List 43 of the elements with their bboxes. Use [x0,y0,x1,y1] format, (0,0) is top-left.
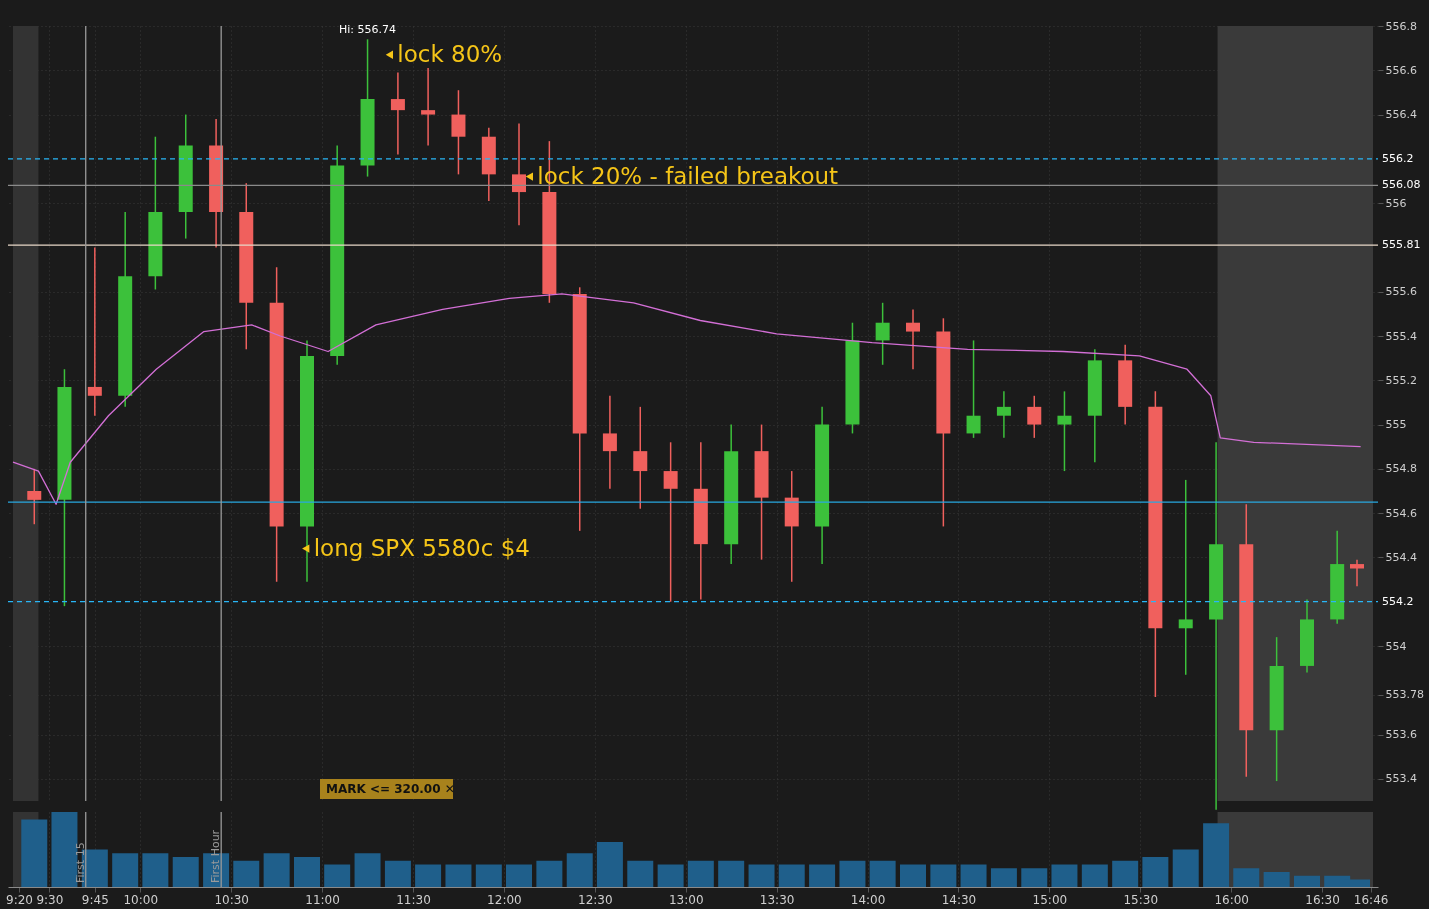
y-tick-label: 556.6 [1385,63,1417,77]
y-tick-label: 554.8 [1385,462,1417,476]
y-tick-label: 553.78 [1385,688,1424,702]
x-tick-label: 16:00 [1214,892,1249,907]
ref-line-label: First 15 [73,842,87,883]
annotation: MARK <= 320.00 ✕ [326,782,455,796]
x-tick-label: 15:30 [1123,892,1159,907]
x-tick-label: 13:00 [668,892,704,907]
x-tick-label: 14:00 [850,892,886,907]
x-tick-label: 12:30 [578,892,613,907]
ref-line-label: 556.2 [1382,151,1414,165]
y-tick-label: 556.4 [1385,108,1417,122]
y-tick-label: 556 [1385,196,1407,210]
y-tick-label: 553.4 [1385,772,1417,786]
x-tick-label: 9:20 [6,892,33,907]
x-tick-label: 13:30 [759,892,795,907]
x-tick-label: 11:00 [305,892,340,907]
y-tick-label: 555 [1385,418,1407,432]
y-tick-label: 555.2 [1385,373,1417,387]
y-tick-label: 554 [1385,639,1407,653]
x-tick-label: 16:30 [1305,892,1340,907]
y-tick-label: 554.6 [1385,506,1417,520]
x-tick-label: 9:45 [81,892,109,907]
y-tick-label: 556.8 [1385,19,1417,33]
x-tick-label: 10:00 [123,892,159,907]
x-tick-label: 15:00 [1032,892,1068,907]
x-tick-label: 16:46 [1353,892,1389,907]
y-tick-label: 554.4 [1385,550,1417,564]
ref-line-label: 555.81 [1382,238,1421,252]
y-tick-label: 555.4 [1385,329,1417,343]
ref-line-label: 556.08 [1382,178,1421,192]
y-tick-label: 553.6 [1385,728,1417,742]
x-tick-label: 14:30 [941,892,977,907]
x-tick-label: 12:00 [487,892,522,907]
y-tick-label: 555.6 [1385,285,1417,299]
x-tick-label: 9:30 [36,892,64,907]
x-tick-label: 10:30 [214,892,249,907]
annotation: lock 80% [397,40,503,67]
annotation: long SPX 5580c $4 [313,534,530,561]
annotation: Hi: 556.74 [339,23,397,37]
x-tick-label: 11:30 [396,892,431,907]
ref-line-label: 554.2 [1382,594,1414,608]
ref-line-label: First Hour [209,829,223,883]
